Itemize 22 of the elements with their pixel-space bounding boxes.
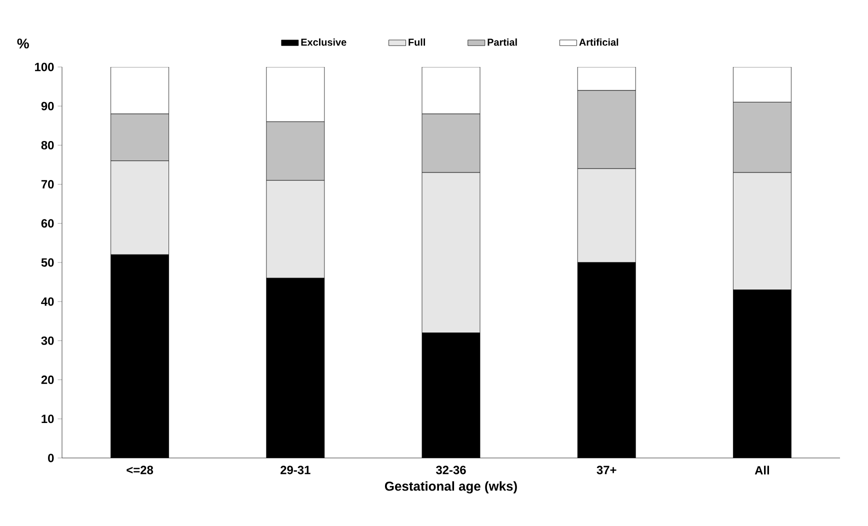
y-tick-label: 100 [35,62,54,72]
x-tick-label: 37+ [596,466,616,474]
y-tick-label: 0 [48,454,54,462]
x-tick-label: All [754,466,769,474]
y-tick-label: 90 [41,102,54,110]
y-tick-label: 50 [41,258,54,267]
x-tick-label: <=28 [126,466,154,474]
y-tick-label: 70 [41,180,54,189]
y-axis-title: % [17,38,29,48]
y-tick-label: 30 [41,336,54,345]
y-tick-label: 20 [41,376,54,384]
y-tick-label: 60 [41,219,54,228]
x-tick-label: 29-31 [280,466,310,474]
y-tick-label: 40 [41,297,54,306]
legend-label: Partial [488,38,517,46]
legend-label: Full [408,38,425,46]
legend-label: Exclusive [301,38,346,46]
legend-label: Artificial [579,38,618,46]
y-tick-label: 80 [41,140,54,150]
x-tick-label: 32-36 [436,466,466,474]
x-axis-title: Gestational age (wks) [384,481,517,494]
y-tick-label: 10 [42,414,54,424]
